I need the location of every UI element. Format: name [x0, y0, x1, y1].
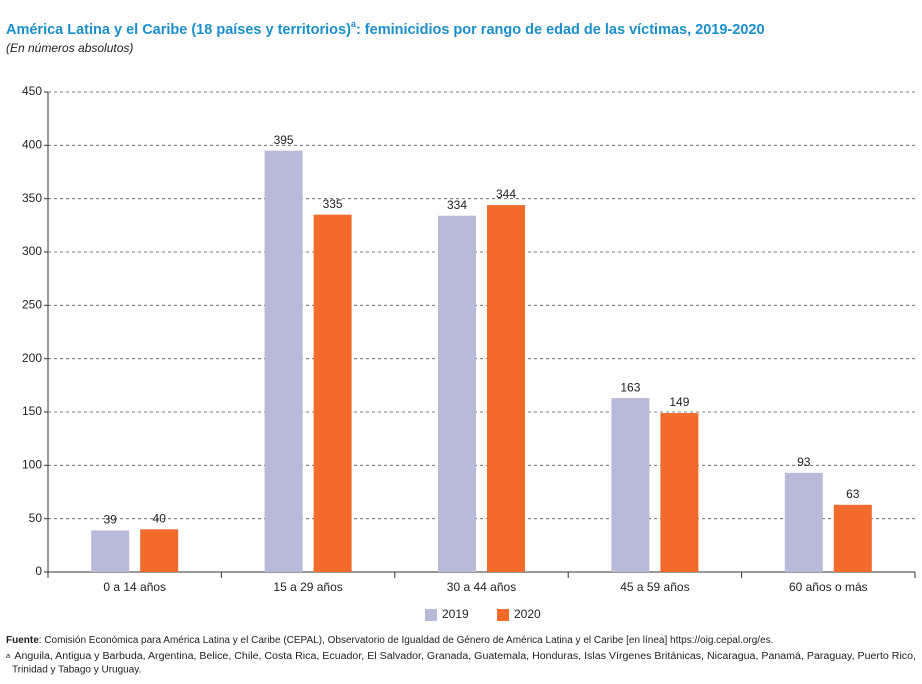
bar	[487, 205, 525, 573]
bar	[833, 504, 872, 572]
data-label: 344	[496, 187, 516, 201]
bar	[91, 530, 130, 572]
bar	[140, 529, 179, 572]
note-continued: Trinidad y Tabago y Uruguay.	[12, 665, 141, 676]
x-tick-label: 0 a 14 años	[103, 580, 166, 594]
note: a Anguila, Antigua y Barbuda, Argentina, …	[6, 651, 916, 662]
bar	[438, 215, 476, 572]
bar	[264, 150, 303, 572]
y-tick-label: 250	[22, 298, 42, 312]
y-tick-label: 450	[22, 84, 42, 98]
y-tick-label: 200	[22, 351, 42, 365]
source: Fuente: Comisión Económica para América …	[6, 635, 773, 646]
chart-subtitle: (En números absolutos)	[6, 41, 133, 55]
bar	[660, 413, 699, 572]
y-tick-label: 400	[22, 138, 42, 152]
title-marker: a	[351, 19, 357, 29]
data-label: 335	[323, 197, 343, 211]
y-tick-label: 100	[22, 458, 42, 472]
data-label: 395	[274, 133, 294, 147]
legend-label: 2020	[514, 607, 541, 621]
data-label: 334	[447, 198, 467, 212]
title-rest: : feminicidios por rango de edad de las …	[356, 22, 765, 38]
legend-label: 2019	[442, 607, 469, 621]
data-label: 93	[797, 455, 811, 469]
data-label: 40	[153, 512, 167, 526]
note-text: Anguila, Antigua y Barbuda, Argentina, B…	[14, 651, 916, 662]
x-tick-label: 60 años o más	[789, 580, 868, 594]
data-label: 163	[620, 380, 640, 394]
y-tick-label: 150	[22, 404, 42, 418]
data-label: 63	[846, 487, 860, 501]
bar	[784, 472, 823, 572]
bar	[611, 398, 650, 572]
chart-title: América Latina y el Caribe (18 países y …	[6, 19, 765, 37]
y-tick-label: 350	[22, 191, 42, 205]
source-label: Fuente	[6, 635, 39, 646]
bar	[313, 214, 352, 572]
x-tick-label: 45 a 59 años	[620, 580, 689, 594]
data-label: 39	[104, 513, 118, 527]
legend-swatch	[497, 609, 509, 621]
y-tick-label: 50	[29, 511, 43, 525]
note-marker: a	[6, 653, 10, 660]
x-tick-label: 15 a 29 años	[273, 580, 342, 594]
source-text: : Comisión Económica para América Latina…	[39, 635, 774, 646]
y-tick-label: 300	[22, 244, 42, 258]
legend-swatch	[425, 609, 437, 621]
y-tick-label: 0	[35, 564, 42, 578]
x-tick-label: 30 a 44 años	[447, 580, 516, 594]
data-label: 149	[669, 395, 689, 409]
title-main: América Latina y el Caribe (18 países y …	[6, 22, 351, 38]
